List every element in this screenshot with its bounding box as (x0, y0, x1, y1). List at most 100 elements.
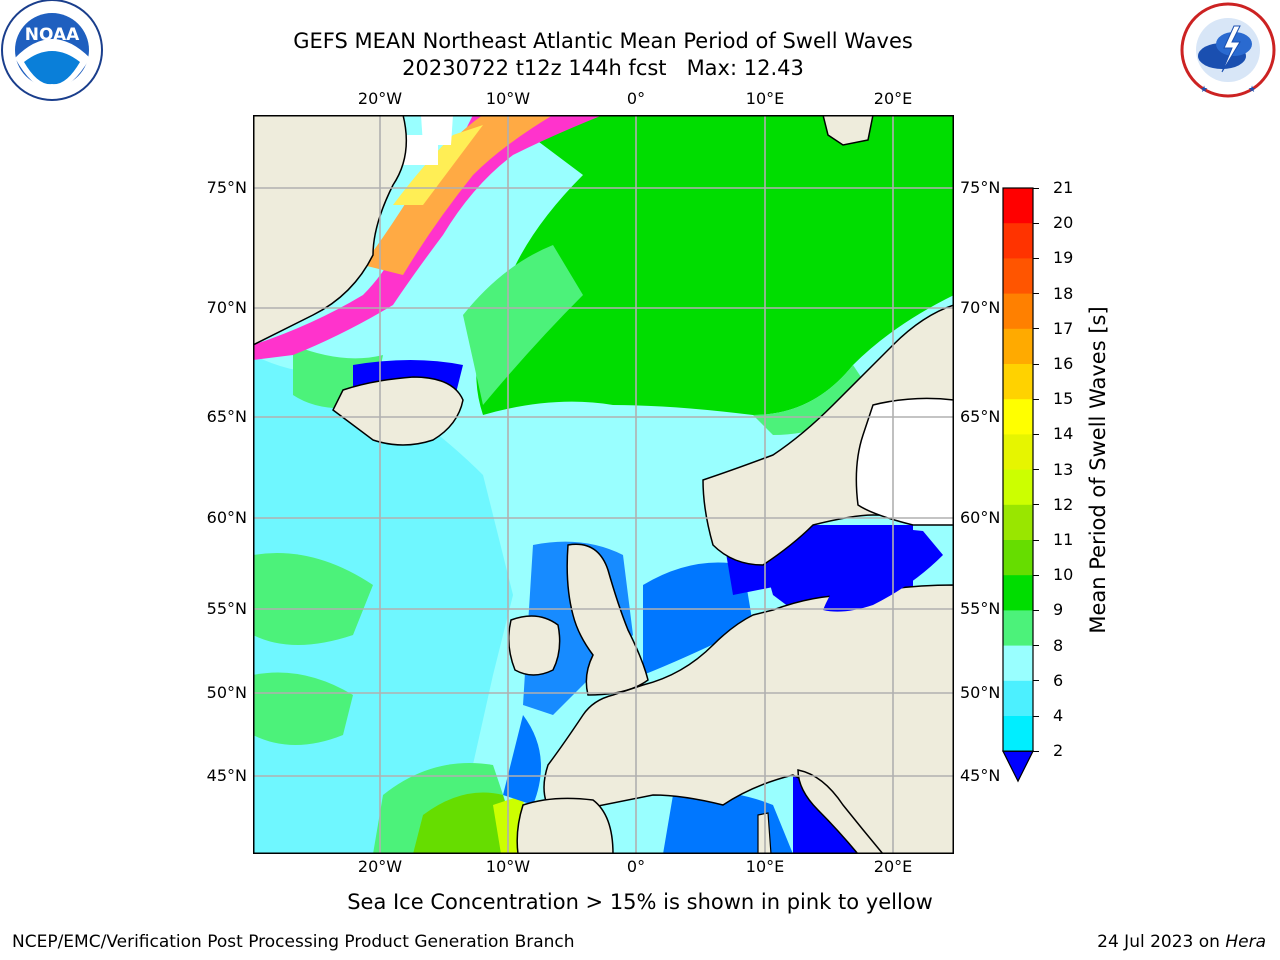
colorbar-tick-label: 15 (1053, 389, 1074, 409)
colorbar-tick-mark (1033, 363, 1039, 365)
colorbar-tick-mark (1033, 433, 1039, 436)
colorbar-tick-mark (1033, 328, 1039, 330)
noaa-logo-icon: NOAA (1, 0, 103, 101)
sea-ice-band (253, 115, 603, 360)
colorbar-segment (1003, 540, 1033, 576)
svg-text:★: ★ (1200, 85, 1208, 95)
credit-date-text: 24 Jul 2023 on (1097, 932, 1226, 952)
svg-text:★: ★ (1248, 85, 1256, 95)
colorbar-segment (1003, 223, 1033, 259)
chart-subtitle: 20230722 t12z 144h fcst Max: 12.43 (402, 56, 804, 80)
land-iberia (516, 797, 614, 854)
colorbar-segment (1003, 716, 1033, 752)
colorbar-segment (1003, 258, 1033, 295)
lat-tick-left: 70°N (206, 298, 247, 317)
colorbar-tick-label: 17 (1053, 318, 1074, 338)
chart-title: GEFS MEAN Northeast Atlantic Mean Period… (293, 29, 913, 53)
land-ireland (508, 615, 561, 676)
colorbar-segment (1003, 188, 1033, 224)
credit-date: 24 Jul 2023 on Hera (1097, 932, 1266, 952)
swell-region-long-period (476, 115, 954, 415)
lon-tick-bottom: 20°E (873, 857, 913, 876)
colorbar-tick-mark (1033, 504, 1039, 506)
colorbar-tick-mark (1033, 539, 1039, 541)
graticule (253, 115, 954, 854)
colorbar-tick-mark (1033, 469, 1039, 471)
colorbar-tick-mark (1033, 187, 1039, 189)
colorbar-tick-label: 13 (1053, 459, 1074, 479)
lon-tick-top: 0° (626, 89, 646, 108)
colorbar-tick-label: 8 (1053, 635, 1064, 655)
lat-tick-left: 75°N (206, 178, 247, 197)
land-iceland (332, 376, 464, 446)
lon-tick-top: 10°W (485, 89, 531, 108)
colorbar-tick-label: 14 (1053, 424, 1074, 444)
lon-tick-top: 10°E (745, 89, 785, 108)
colorbar-segment (1003, 680, 1033, 717)
colorbar-tick-mark (1033, 645, 1039, 647)
lon-tick-top: 20°E (873, 89, 913, 108)
lon-tick-bottom: 10°W (485, 857, 531, 876)
colorbar-tick-label: 6 (1053, 670, 1064, 690)
colorbar-under-arrow (1002, 750, 1034, 783)
colorbar-title: Mean Period of Swell Waves [s] (1086, 306, 1110, 634)
lon-tick-bottom: 20°W (357, 857, 403, 876)
lat-tick-left: 45°N (206, 766, 247, 785)
lat-tick-right: 45°N (960, 766, 1001, 785)
lat-tick-left: 50°N (206, 683, 247, 702)
colorbar-tick-mark (1033, 293, 1039, 295)
colorbar-segment (1003, 645, 1033, 682)
colorbar-tick-label: 18 (1053, 283, 1074, 303)
colorbar-tick-mark (1033, 574, 1039, 576)
colorbar-tick-mark (1033, 398, 1039, 400)
lat-tick-right: 75°N (960, 178, 1001, 197)
colorbar-segment (1003, 364, 1033, 400)
colorbar-tick-mark (1033, 257, 1039, 260)
colorbar-tick-mark (1033, 609, 1039, 612)
lat-tick-right: 60°N (960, 508, 1001, 527)
colorbar-segment (1003, 575, 1033, 611)
colorbar-segment (1003, 293, 1033, 330)
lat-tick-left: 60°N (206, 508, 247, 527)
colorbar-tick-label: 9 (1053, 600, 1064, 620)
land-greenland (253, 115, 408, 346)
colorbar-tick-label: 21 (1053, 178, 1074, 197)
colorbar-tick-label: 2 (1053, 741, 1064, 761)
lat-tick-right: 70°N (960, 298, 1001, 317)
lat-tick-left: 55°N (206, 599, 247, 618)
nws-logo-icon: ★ ★ (1180, 2, 1276, 98)
swell-region-mid (253, 553, 373, 645)
baltic-sea (823, 529, 943, 612)
sea-ice-note: Sea Ice Concentration > 15% is shown in … (347, 890, 933, 914)
colorbar-segment (1003, 504, 1033, 541)
lon-tick-bottom: 10°E (745, 857, 785, 876)
colorbar-tick-label: 10 (1053, 565, 1074, 585)
colorbar (1002, 187, 1034, 783)
credit-branch: NCEP/EMC/Verification Post Processing Pr… (12, 932, 575, 952)
colorbar-tick-label: 20 (1053, 213, 1074, 233)
colorbar-tick-mark (1033, 222, 1039, 224)
colorbar-tick-label: 19 (1053, 248, 1074, 268)
lat-tick-right: 50°N (960, 683, 1001, 702)
lat-tick-right: 65°N (960, 407, 1001, 426)
colorbar-segment (1003, 434, 1033, 471)
lat-tick-right: 55°N (960, 599, 1001, 618)
colorbar-tick-label: 16 (1053, 354, 1074, 373)
colorbar-tick-label: 12 (1053, 494, 1074, 514)
colorbar-tick-mark (1033, 750, 1039, 752)
swell-region-short-period (643, 562, 753, 675)
lon-tick-bottom: 0° (626, 857, 646, 876)
lat-tick-left: 65°N (206, 407, 247, 426)
colorbar-segment (1003, 469, 1033, 506)
svg-text:NOAA: NOAA (25, 25, 80, 45)
colorbar-tick-label: 4 (1053, 706, 1064, 725)
colorbar-segment (1003, 328, 1033, 365)
colorbar-segment (1003, 399, 1033, 435)
colorbar-tick-mark (1033, 715, 1039, 717)
map-panel (253, 115, 954, 854)
credit-machine: Hera (1225, 932, 1266, 952)
land-great-britain (566, 543, 649, 696)
colorbar-segment (1003, 610, 1033, 647)
colorbar-tick-label: 11 (1053, 530, 1074, 549)
lon-tick-top: 20°W (357, 89, 403, 108)
